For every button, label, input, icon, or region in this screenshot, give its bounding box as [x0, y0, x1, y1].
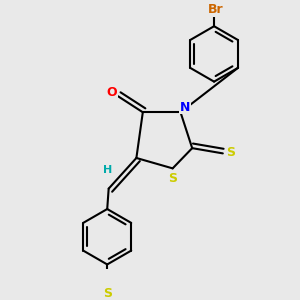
Text: S: S: [226, 146, 236, 159]
Text: Br: Br: [208, 3, 223, 16]
Text: S: S: [103, 287, 112, 300]
Text: H: H: [103, 165, 112, 176]
Text: N: N: [180, 100, 190, 113]
Text: S: S: [168, 172, 177, 185]
Text: O: O: [106, 86, 117, 99]
